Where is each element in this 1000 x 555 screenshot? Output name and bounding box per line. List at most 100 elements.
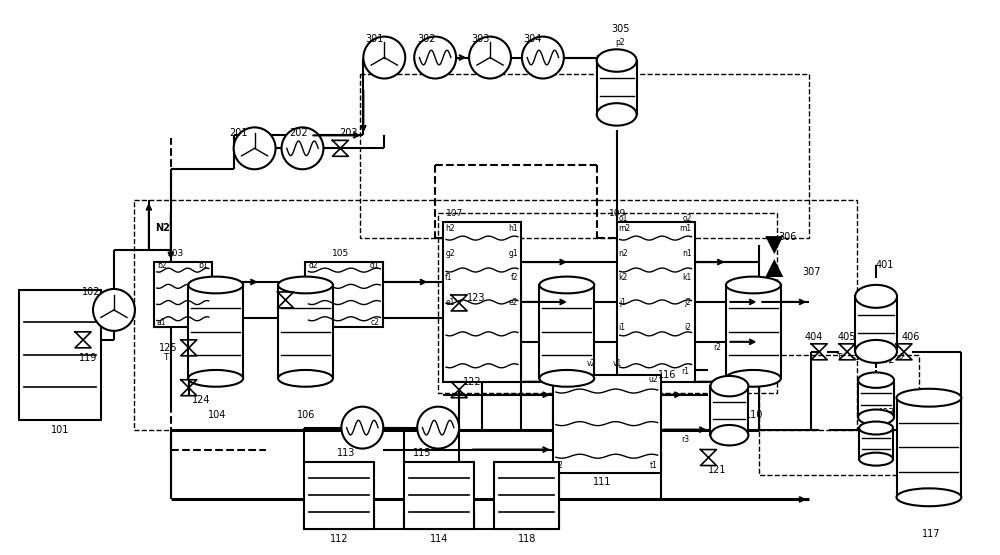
Text: 103: 103 [167, 249, 184, 258]
Circle shape [363, 37, 405, 78]
Bar [726, 285, 781, 379]
Ellipse shape [188, 370, 243, 387]
Bar [304, 462, 374, 529]
Ellipse shape [858, 410, 894, 425]
Text: a1: a1 [157, 319, 166, 327]
Text: 105: 105 [332, 249, 349, 258]
Text: i2: i2 [685, 324, 692, 332]
Bar [278, 285, 333, 379]
Text: o1: o1 [619, 214, 628, 223]
Text: 101: 101 [51, 425, 69, 435]
Text: e1: e1 [445, 299, 455, 307]
Bar [494, 462, 559, 529]
Text: s1: s1 [852, 354, 860, 362]
Text: N2: N2 [155, 223, 170, 233]
Text: b1: b1 [198, 260, 208, 270]
Text: 405: 405 [838, 332, 856, 342]
Bar [305, 262, 383, 327]
Ellipse shape [855, 285, 897, 308]
Text: a2: a2 [198, 319, 208, 327]
Text: j1: j1 [619, 299, 626, 307]
Text: 113: 113 [337, 447, 356, 457]
Bar [438, 213, 777, 393]
Text: 305: 305 [611, 24, 630, 34]
Text: 104: 104 [208, 410, 226, 420]
Text: u1: u1 [556, 375, 565, 384]
Text: 123: 123 [467, 293, 485, 303]
Bar [597, 60, 637, 114]
Circle shape [414, 37, 456, 78]
Polygon shape [765, 259, 783, 277]
Text: 401: 401 [876, 260, 894, 270]
Bar [897, 398, 961, 497]
Ellipse shape [897, 488, 961, 506]
Text: 116: 116 [658, 370, 677, 380]
Text: n2: n2 [619, 249, 628, 258]
Text: g1: g1 [508, 249, 518, 258]
Text: 117: 117 [922, 529, 940, 539]
Text: T: T [836, 354, 842, 362]
Text: 110: 110 [745, 410, 764, 420]
Text: 406: 406 [902, 332, 920, 342]
Ellipse shape [859, 453, 893, 466]
Ellipse shape [597, 49, 637, 72]
Text: 124: 124 [192, 395, 210, 405]
Ellipse shape [539, 276, 594, 294]
Polygon shape [765, 236, 783, 254]
Ellipse shape [188, 276, 243, 294]
Text: p1: p1 [595, 53, 605, 62]
Text: 304: 304 [524, 34, 542, 44]
Text: h1: h1 [508, 224, 518, 233]
Text: 121: 121 [708, 465, 727, 475]
Text: c1: c1 [308, 319, 317, 327]
Text: 202: 202 [289, 128, 308, 138]
Text: c2: c2 [370, 319, 379, 327]
Text: h2: h2 [445, 224, 455, 233]
Circle shape [234, 128, 276, 169]
Text: 111: 111 [593, 477, 611, 487]
Text: 404: 404 [805, 332, 823, 342]
Ellipse shape [726, 370, 781, 387]
Ellipse shape [710, 376, 748, 396]
Text: k2: k2 [619, 274, 628, 282]
Text: f1: f1 [445, 274, 453, 282]
Ellipse shape [726, 276, 781, 294]
Text: p2: p2 [615, 38, 625, 47]
Ellipse shape [858, 372, 894, 388]
Text: 403: 403 [877, 408, 895, 418]
Text: p3: p3 [615, 116, 625, 125]
Ellipse shape [897, 388, 961, 407]
Text: t2: t2 [556, 461, 564, 470]
Text: r1: r1 [682, 367, 690, 376]
Text: d2: d2 [308, 260, 318, 270]
Text: s3: s3 [905, 395, 913, 404]
Text: 201: 201 [229, 128, 248, 138]
Ellipse shape [855, 340, 897, 363]
Circle shape [522, 37, 564, 78]
Text: 302: 302 [417, 34, 435, 44]
Text: 102: 102 [82, 287, 100, 297]
Text: t1: t1 [650, 461, 658, 470]
Text: k1: k1 [682, 274, 692, 282]
Bar [710, 386, 748, 435]
Text: r3: r3 [681, 435, 690, 444]
Text: n1: n1 [682, 249, 692, 258]
Text: T: T [163, 354, 169, 362]
Text: j2: j2 [685, 299, 692, 307]
Text: r2: r2 [713, 344, 721, 352]
Text: 114: 114 [430, 534, 448, 544]
Bar [553, 375, 661, 472]
Text: f2: f2 [510, 274, 518, 282]
Ellipse shape [539, 370, 594, 387]
Text: s2: s2 [897, 354, 905, 362]
Text: 115: 115 [413, 447, 431, 457]
Bar [443, 222, 521, 382]
Text: v1: v1 [613, 359, 622, 369]
Bar [154, 262, 212, 327]
Text: g2: g2 [445, 249, 455, 258]
Text: 108: 108 [559, 410, 577, 420]
Bar [188, 285, 243, 379]
Text: 303: 303 [471, 34, 489, 44]
Text: d1: d1 [370, 260, 379, 270]
Ellipse shape [859, 422, 893, 435]
